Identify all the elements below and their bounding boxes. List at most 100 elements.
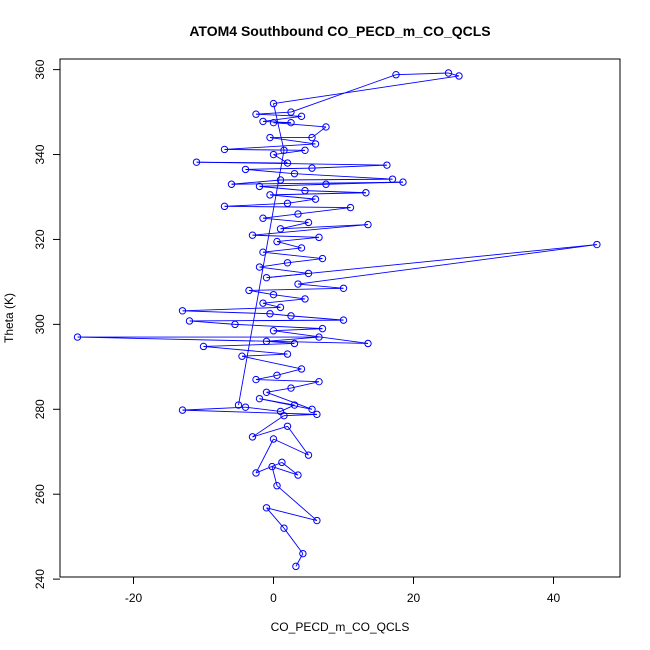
series-segment — [248, 289, 274, 296]
data-point — [290, 169, 299, 178]
data-point — [227, 180, 236, 188]
series-segment — [280, 224, 369, 230]
series-segment — [273, 438, 309, 456]
data-point — [301, 186, 309, 195]
series-segment — [280, 404, 295, 412]
data-point — [252, 110, 260, 118]
data-point — [266, 191, 274, 199]
series-segment — [273, 122, 327, 128]
data-point — [315, 233, 323, 242]
data-point — [455, 72, 463, 80]
data-point — [290, 401, 299, 409]
series-segment — [234, 323, 323, 330]
data-point — [269, 150, 278, 159]
data-point — [297, 112, 306, 121]
data-point — [220, 202, 229, 211]
series-segment — [245, 406, 281, 412]
series-segment — [273, 294, 306, 300]
series-segment — [448, 72, 460, 77]
data-point — [287, 384, 295, 392]
data-point — [255, 394, 264, 403]
data-point — [283, 259, 292, 267]
data-point — [269, 118, 278, 127]
data-point — [276, 303, 285, 312]
data-point — [339, 316, 348, 324]
data-point — [276, 407, 285, 416]
series-segment — [297, 207, 351, 215]
data-point — [248, 433, 257, 441]
series-segment — [276, 368, 302, 376]
data-point — [283, 350, 292, 358]
series-segment — [259, 185, 306, 192]
data-point — [252, 469, 260, 477]
y-tick-label: 320 — [33, 229, 47, 249]
data-point — [234, 401, 243, 409]
series-segment — [273, 75, 460, 105]
series-segment — [280, 222, 309, 230]
series-segment — [290, 381, 320, 389]
series-segment — [252, 425, 288, 438]
series-segment — [255, 438, 274, 474]
data-point — [259, 117, 267, 126]
data-point — [318, 324, 327, 333]
data-point — [294, 280, 302, 288]
data-point — [266, 133, 274, 142]
data-point — [301, 146, 309, 154]
data-point — [287, 312, 295, 320]
series-segment — [224, 143, 316, 150]
series-segment — [269, 194, 316, 200]
plot-frame — [59, 58, 621, 578]
data-point — [322, 180, 330, 188]
data-point — [294, 471, 302, 479]
series-segment — [241, 355, 302, 370]
series-segment — [182, 409, 317, 415]
data-point — [185, 317, 194, 325]
series-segment — [280, 178, 393, 181]
series-segment — [262, 213, 299, 219]
data-point — [304, 451, 313, 459]
y-tick-label: 260 — [33, 484, 47, 504]
data-point — [388, 175, 397, 183]
series-segment — [304, 190, 366, 194]
data-point — [273, 371, 281, 380]
series-segment — [287, 426, 309, 456]
data-point — [231, 320, 239, 329]
data-point — [315, 333, 323, 341]
series-segment — [273, 149, 306, 155]
data-point — [297, 244, 306, 252]
data-point — [259, 248, 267, 256]
data-point — [192, 158, 201, 166]
data-point — [276, 225, 285, 233]
data-point — [346, 203, 355, 212]
series-segment — [273, 103, 285, 151]
data-point — [178, 307, 187, 315]
y-tick-label: 340 — [33, 144, 47, 164]
data-point — [301, 295, 309, 303]
data-point — [311, 195, 320, 203]
series-segment — [276, 241, 302, 249]
data-point — [308, 133, 316, 142]
series-segment — [262, 251, 323, 260]
data-point — [241, 165, 250, 174]
data-point — [399, 178, 407, 186]
series-segment — [259, 183, 327, 187]
data-point — [290, 339, 299, 348]
series-segment — [273, 328, 323, 332]
series-segment — [224, 148, 306, 151]
y-tick-label: 280 — [33, 399, 47, 419]
data-series — [73, 69, 601, 571]
data-point — [297, 365, 306, 373]
data-point — [304, 218, 313, 227]
data-point — [269, 327, 278, 335]
y-tick-label: 300 — [33, 314, 47, 334]
data-point — [593, 240, 601, 249]
x-tick-label: 20 — [407, 591, 421, 605]
series-segment — [252, 415, 285, 438]
data-point — [287, 118, 295, 127]
data-point — [269, 290, 278, 299]
data-point — [308, 405, 316, 413]
data-point — [199, 342, 208, 351]
series-segment — [231, 181, 404, 185]
series-segment — [189, 320, 236, 325]
data-point — [259, 299, 267, 307]
